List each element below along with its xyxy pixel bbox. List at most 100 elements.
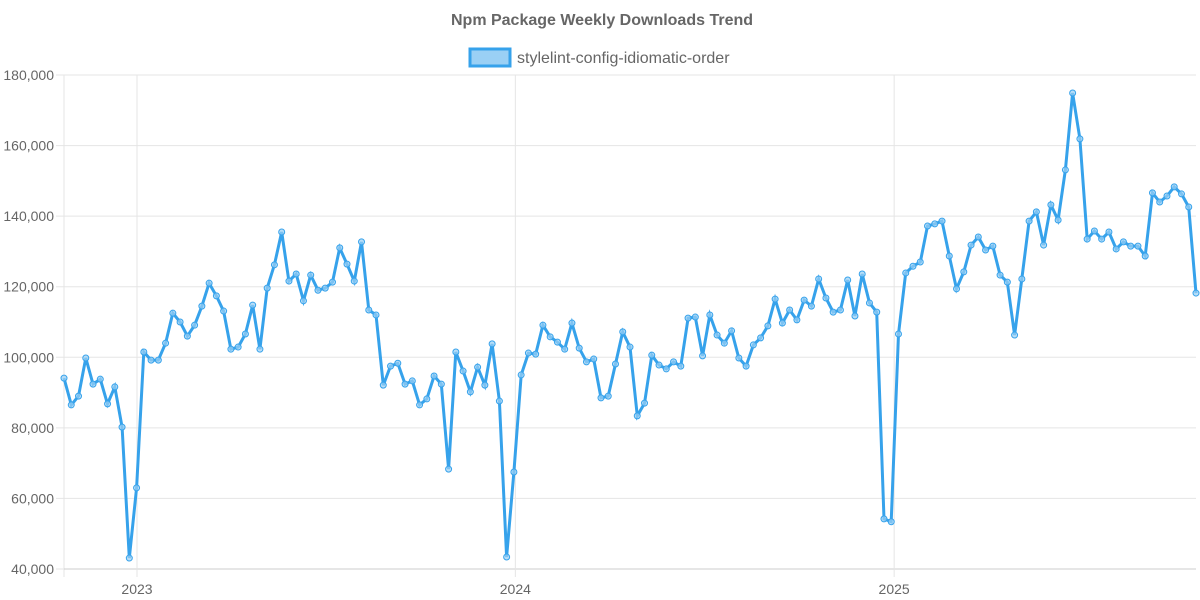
data-point[interactable]	[684, 314, 692, 322]
data-point[interactable]	[321, 284, 329, 292]
data-point[interactable]	[590, 355, 598, 363]
data-point[interactable]	[162, 339, 170, 347]
data-point[interactable]	[1156, 198, 1164, 206]
data-point[interactable]	[459, 367, 467, 375]
data-point[interactable]	[924, 222, 932, 230]
data-point[interactable]	[829, 308, 837, 316]
data-point[interactable]	[800, 296, 808, 304]
data-point[interactable]	[880, 515, 888, 523]
data-point[interactable]	[691, 313, 699, 321]
data-point[interactable]	[96, 375, 104, 383]
data-point[interactable]	[372, 311, 380, 319]
data-point[interactable]	[1141, 252, 1149, 260]
data-point[interactable]	[1018, 275, 1026, 283]
data-point[interactable]	[60, 374, 68, 382]
data-point[interactable]	[597, 394, 605, 402]
data-point[interactable]	[133, 484, 141, 492]
data-point[interactable]	[582, 358, 590, 366]
data-point[interactable]	[495, 397, 503, 405]
data-point[interactable]	[641, 399, 649, 407]
data-point[interactable]	[401, 380, 409, 388]
data-point[interactable]	[278, 228, 286, 236]
data-point[interactable]	[989, 242, 997, 250]
data-point[interactable]	[387, 362, 395, 370]
data-point[interactable]	[343, 260, 351, 268]
data-point[interactable]	[967, 241, 975, 249]
data-point[interactable]	[358, 238, 366, 246]
data-point[interactable]	[285, 277, 293, 285]
data-point[interactable]	[1098, 235, 1106, 243]
data-point[interactable]	[706, 311, 714, 319]
data-point[interactable]	[1011, 331, 1019, 339]
data-point[interactable]	[234, 343, 242, 351]
data-point[interactable]	[619, 328, 627, 336]
data-point[interactable]	[292, 270, 300, 278]
data-point[interactable]	[1119, 238, 1127, 246]
data-point[interactable]	[1003, 278, 1011, 286]
data-point[interactable]	[1127, 242, 1135, 250]
data-point[interactable]	[430, 372, 438, 380]
data-point[interactable]	[945, 252, 953, 260]
data-point[interactable]	[1192, 289, 1200, 297]
data-point[interactable]	[771, 295, 779, 303]
data-point[interactable]	[423, 395, 431, 403]
data-point[interactable]	[822, 294, 830, 302]
data-point[interactable]	[1185, 203, 1193, 211]
data-point[interactable]	[982, 246, 990, 254]
data-point[interactable]	[1061, 166, 1069, 174]
data-point[interactable]	[82, 354, 90, 362]
data-point[interactable]	[1083, 235, 1091, 243]
data-point[interactable]	[198, 302, 206, 310]
data-point[interactable]	[894, 330, 902, 338]
data-point[interactable]	[764, 322, 772, 330]
data-point[interactable]	[205, 279, 213, 287]
data-point[interactable]	[1170, 183, 1178, 191]
data-point[interactable]	[212, 292, 220, 300]
data-point[interactable]	[481, 381, 489, 389]
data-point[interactable]	[836, 306, 844, 314]
data-point[interactable]	[1047, 201, 1055, 209]
data-point[interactable]	[546, 333, 554, 341]
data-point[interactable]	[938, 217, 946, 225]
data-point[interactable]	[191, 321, 199, 329]
data-point[interactable]	[452, 348, 460, 356]
data-point[interactable]	[249, 301, 257, 309]
data-point[interactable]	[437, 380, 445, 388]
data-point[interactable]	[670, 358, 678, 366]
data-point[interactable]	[154, 356, 162, 364]
data-point[interactable]	[728, 327, 736, 335]
data-point[interactable]	[75, 392, 83, 400]
data-point[interactable]	[699, 352, 707, 360]
data-point[interactable]	[996, 271, 1004, 279]
data-point[interactable]	[553, 338, 561, 346]
data-point[interactable]	[713, 331, 721, 339]
data-point[interactable]	[793, 316, 801, 324]
data-point[interactable]	[539, 321, 547, 329]
data-point[interactable]	[807, 302, 815, 310]
data-point[interactable]	[140, 348, 148, 356]
data-point[interactable]	[626, 343, 634, 351]
data-point[interactable]	[865, 299, 873, 307]
data-point[interactable]	[1090, 227, 1098, 235]
data-point[interactable]	[183, 332, 191, 340]
data-point[interactable]	[111, 383, 119, 391]
data-point[interactable]	[1054, 216, 1062, 224]
data-point[interactable]	[1032, 208, 1040, 216]
data-point[interactable]	[517, 371, 525, 379]
data-point[interactable]	[379, 381, 387, 389]
data-point[interactable]	[648, 351, 656, 359]
data-point[interactable]	[336, 244, 344, 252]
data-point[interactable]	[416, 401, 424, 409]
data-point[interactable]	[104, 400, 112, 408]
data-point[interactable]	[394, 359, 402, 367]
data-point[interactable]	[568, 319, 576, 327]
data-point[interactable]	[474, 363, 482, 371]
data-point[interactable]	[1112, 245, 1120, 253]
data-point[interactable]	[742, 362, 750, 370]
data-point[interactable]	[256, 345, 264, 353]
data-point[interactable]	[503, 553, 511, 561]
data-point[interactable]	[89, 380, 97, 388]
data-point[interactable]	[445, 465, 453, 473]
data-point[interactable]	[125, 554, 133, 562]
data-point[interactable]	[575, 344, 583, 352]
